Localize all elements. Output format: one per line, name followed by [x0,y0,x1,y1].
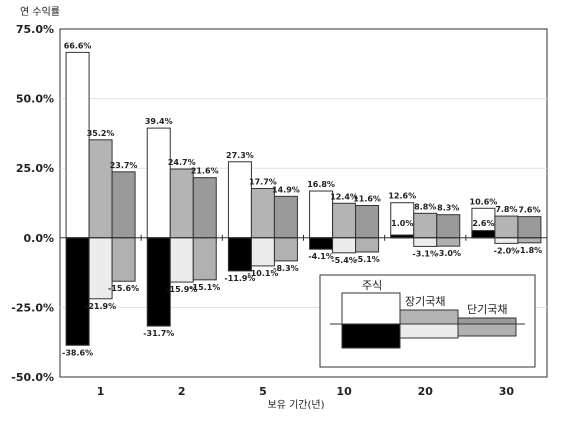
data-label-stock-max: 16.8% [307,180,335,189]
grid-lines [60,98,547,308]
legend-swatch-short-bond-high [457,317,517,325]
data-label-stock-max: 66.6% [64,41,92,50]
legend-swatch-stock-high [341,292,401,325]
bar-long-bond-min [332,237,357,254]
data-label-short-bond-max: 7.6% [518,206,540,215]
bar-stock-min [227,237,252,272]
bar-long-bond-max [88,139,113,239]
data-label-stock-min: -38.6% [62,348,93,357]
legend-swatch-long-bond-high [399,309,459,325]
data-label-long-bond-max: 17.7% [249,178,277,187]
data-label-long-bond-max: 8.8% [414,202,436,211]
bar-short-bond-min [436,237,461,247]
bar-short-bond-min [111,237,136,282]
legend-swatch-stock-low [341,323,401,349]
data-label-long-bond-min: -15.9% [166,285,197,294]
data-label-long-bond-max: 24.7% [168,158,196,167]
bar-short-bond-max [355,205,380,239]
x-tick-label: 10 [336,385,352,398]
data-label-short-bond-max: 14.9% [272,185,300,194]
data-label-stock-min: 1.0% [391,219,413,228]
data-label-short-bond-max: 23.7% [110,161,138,170]
x-axis-tick-labels: 1 2 5 10 20 30 [97,385,515,398]
data-label-short-bond-min: -5.1% [354,255,380,264]
data-label-stock-max: 39.4% [145,117,173,126]
data-label-long-bond-min: -5.4% [331,256,357,265]
bar-long-bond-max [494,215,519,239]
y-tick-label: -25.0% [11,301,54,314]
bar-short-bond-max [517,216,542,239]
data-label-stock-max: 10.6% [470,197,498,206]
data-label-long-bond-max: 12.4% [330,192,358,201]
x-tick-label: 5 [259,385,267,398]
bar-long-bond-max [169,168,194,239]
data-labels: 66.6% -38.6% 35.2% -21.9% 23.7% -15.6% 39.4% -3… [62,41,542,357]
bar-long-bond-min [494,237,519,244]
bar-long-bond-max [250,188,275,239]
data-label-long-bond-max: 7.8% [495,205,517,214]
y-tick-label: 0.0% [23,232,54,245]
y-tick-label: 25.0% [16,162,54,175]
bar-short-bond-max [273,195,298,239]
data-label-long-bond-max: 35.2% [87,129,115,138]
bar-short-bond-max [111,171,136,239]
bar-long-bond-min [250,237,275,267]
y-axis-ticks: 75.0% 50.0% 25.0% 0.0% -25.0% -50.0% [11,23,54,384]
bar-stock-min [65,237,90,346]
legend-swatch-short-bond-low [457,323,517,337]
data-label-short-bond-max: 11.6% [353,195,381,204]
bar-stock-min [471,230,496,239]
bar-stock-max [146,127,171,239]
data-label-stock-min: -11.9% [224,274,255,283]
data-label-stock-min: -31.7% [143,329,174,338]
data-label-long-bond-min: -21.9% [85,302,116,311]
bar-stock-max [309,190,334,239]
bar-short-bond-max [192,177,217,239]
data-label-stock-max: 12.6% [388,192,416,201]
bar-stock-max [65,51,90,239]
data-label-short-bond-max: 21.6% [191,167,219,176]
legend: 주식 장기국채 단기국채 [319,274,536,368]
bar-short-bond-min [355,237,380,253]
data-label-short-bond-min: -15.1% [189,283,220,292]
bar-long-bond-max [332,202,357,239]
bar-short-bond-max [436,214,461,239]
x-tick-label: 20 [418,385,434,398]
data-label-short-bond-min: -3.0% [435,249,461,258]
data-label-short-bond-min: -15.6% [108,284,139,293]
legend-swatch-long-bond-low [399,323,459,339]
data-label-stock-min: -4.1% [308,252,334,261]
data-label-short-bond-min: -8.3% [273,264,299,273]
bar-stock-max [227,161,252,239]
data-label-stock-min: 2.6% [472,219,494,228]
bar-stock-min [309,237,334,250]
legend-label-stock: 주식 [362,279,382,292]
bar-long-bond-max [413,212,438,239]
bar-long-bond-min [413,237,438,247]
y-axis-unit-label: 연 수익률 [20,6,60,18]
y-tick-label: 75.0% [16,23,54,36]
data-label-long-bond-min: -3.1% [412,249,438,258]
data-label-long-bond-min: -2.0% [494,246,520,255]
data-label-short-bond-max: 8.3% [437,204,459,213]
x-tick-label: 30 [499,385,515,398]
data-label-short-bond-min: -1.8% [517,246,543,255]
bar-short-bond-min [273,237,298,262]
data-label-stock-max: 27.3% [226,151,254,160]
bars [65,51,542,346]
legend-label-long-bond: 장기국채 [405,295,445,308]
bar-stock-min [146,237,171,327]
bar-short-bond-min [192,237,217,281]
y-tick-label: 50.0% [16,93,54,106]
legend-label-short-bond: 단기국채 [467,303,507,316]
bar-long-bond-min [169,237,194,283]
bar-short-bond-min [517,237,542,244]
y-tick-label: -50.0% [11,371,54,384]
x-tick-label: 1 [97,385,105,398]
x-axis-label: 보유 기간(년) [268,399,325,411]
x-tick-label: 2 [178,385,186,398]
data-label-long-bond-min: -10.1% [247,269,278,278]
